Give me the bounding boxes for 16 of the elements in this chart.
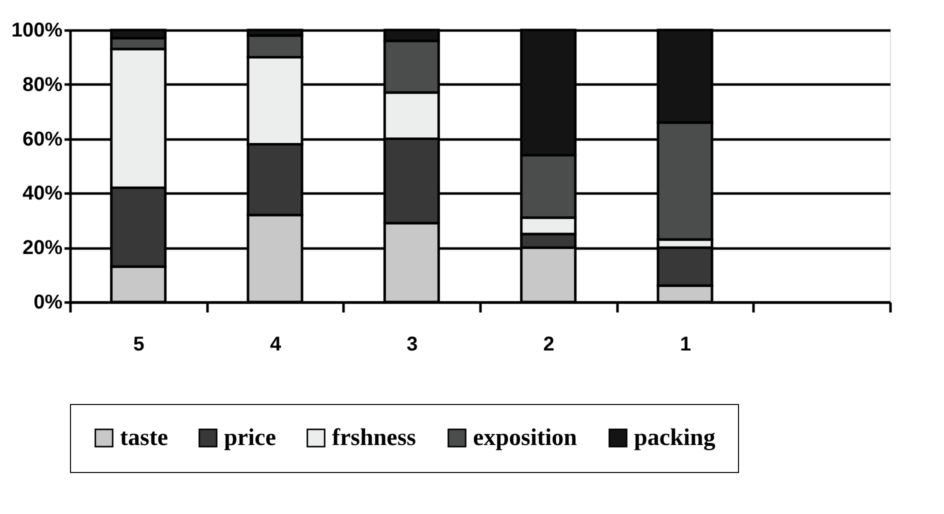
y-tick-label: 0% — [34, 292, 63, 314]
x-tick-label: 3 — [406, 334, 418, 356]
legend-label: exposition — [473, 425, 578, 451]
y-tick-label: 100% — [11, 20, 63, 42]
y-tick-label: 20% — [22, 237, 63, 260]
legend-label: packing — [634, 425, 716, 451]
legend-label: frshness — [332, 425, 416, 451]
x-tick-label: 4 — [270, 334, 282, 356]
x-tick-label: 2 — [543, 334, 554, 356]
legend-label: taste — [120, 425, 168, 451]
x-tick-label: 5 — [133, 334, 144, 356]
legend-label: price — [224, 425, 276, 451]
y-tick-label: 40% — [22, 182, 63, 205]
y-tick-label: 80% — [22, 74, 63, 96]
y-tick-label: 60% — [22, 128, 63, 150]
x-tick-label: 1 — [680, 334, 692, 356]
